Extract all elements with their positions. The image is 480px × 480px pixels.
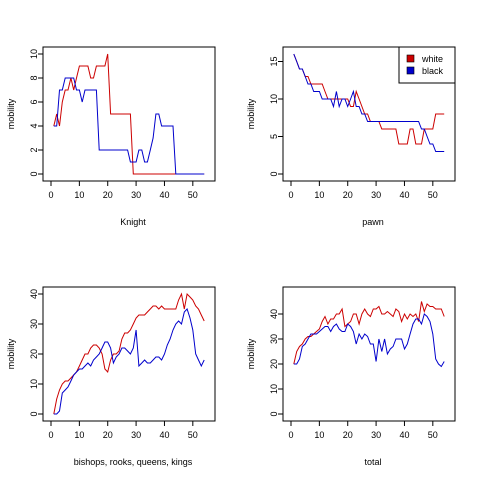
y-tick-label: 6 [29, 99, 39, 104]
y-tick-label: 0 [269, 411, 279, 416]
y-tick-label: 10 [29, 379, 39, 389]
plot-frame [282, 46, 456, 182]
x-tick-label: 50 [188, 190, 198, 200]
x-tick-label: 0 [288, 190, 293, 200]
series-line-black [293, 53, 445, 152]
x-axis-title: total [364, 457, 381, 467]
x-tick-label: 20 [343, 430, 353, 440]
y-tick-label: 20 [269, 359, 279, 369]
series-line-white [293, 53, 445, 145]
plot-frame [282, 286, 456, 422]
y-tick-label: 30 [269, 334, 279, 344]
y-tick-label: 0 [29, 411, 39, 416]
x-tick-label: 40 [399, 190, 409, 200]
y-axis-title: mobility [246, 338, 256, 369]
x-tick-label: 20 [103, 190, 113, 200]
x-tick-label: 0 [288, 430, 293, 440]
legend-label-white: white [421, 54, 443, 64]
y-tick-label: 0 [269, 171, 279, 176]
legend-label-black: black [422, 66, 444, 76]
x-axis-title: Knight [120, 217, 146, 227]
x-tick-label: 10 [314, 190, 324, 200]
x-axis-title: pawn [362, 217, 384, 227]
series-line-series-2 [293, 313, 445, 368]
y-tick-label: 10 [269, 94, 279, 104]
chart-panel-2: 0 10 20 30 40 50 0 5 10 15 pawn mobility white black [246, 46, 456, 227]
y-axis-title: mobility [6, 98, 16, 129]
series-line-series-2 [53, 308, 205, 415]
y-tick-label: 30 [29, 319, 39, 329]
x-tick-label: 10 [74, 190, 84, 200]
legend-swatch-white [406, 54, 415, 63]
series-line-series-1 [53, 292, 205, 415]
y-tick-label: 10 [269, 384, 279, 394]
y-tick-label: 2 [29, 147, 39, 152]
series-line-series-1 [53, 53, 205, 175]
x-tick-label: 40 [159, 190, 169, 200]
series-line-series-2 [53, 77, 205, 175]
y-axis-title: mobility [6, 338, 16, 369]
x-tick-label: 30 [371, 190, 381, 200]
y-axis-title: mobility [246, 98, 256, 129]
y-tick-label: 15 [269, 56, 279, 66]
series-line-series-1 [293, 301, 445, 365]
x-tick-label: 30 [131, 430, 141, 440]
x-tick-label: 40 [159, 430, 169, 440]
y-tick-label: 40 [29, 289, 39, 299]
chart-panel-4: 0 10 20 30 40 50 0 10 20 30 40 total mobility [246, 286, 456, 467]
x-tick-label: 10 [314, 430, 324, 440]
y-tick-label: 4 [29, 123, 39, 128]
x-tick-label: 20 [103, 430, 113, 440]
legend-frame [398, 46, 456, 84]
x-tick-label: 50 [428, 430, 438, 440]
y-tick-label: 0 [29, 171, 39, 176]
y-tick-label: 20 [29, 349, 39, 359]
y-tick-label: 8 [29, 75, 39, 80]
chart-panel-1: 0 10 20 30 40 50 0 2 4 6 8 10 Knight mobility [6, 46, 216, 227]
legend-swatch-black [406, 66, 415, 75]
x-tick-label: 30 [371, 430, 381, 440]
x-tick-label: 0 [48, 190, 53, 200]
x-tick-label: 40 [399, 430, 409, 440]
x-tick-label: 30 [131, 190, 141, 200]
plot-frame [42, 46, 216, 182]
legend: white black [398, 46, 456, 84]
y-tick-label: 40 [269, 309, 279, 319]
x-axis-title: bishops, rooks, queens, kings [74, 457, 193, 467]
y-tick-label: 10 [29, 49, 39, 59]
chart-panel-3: 0 10 20 30 40 50 0 10 20 30 40 bishops, rooks, quee… [6, 286, 216, 467]
y-tick-label: 5 [269, 134, 279, 139]
x-tick-label: 10 [74, 430, 84, 440]
x-tick-label: 20 [343, 190, 353, 200]
x-tick-label: 50 [188, 430, 198, 440]
x-tick-label: 50 [428, 190, 438, 200]
x-tick-label: 0 [48, 430, 53, 440]
